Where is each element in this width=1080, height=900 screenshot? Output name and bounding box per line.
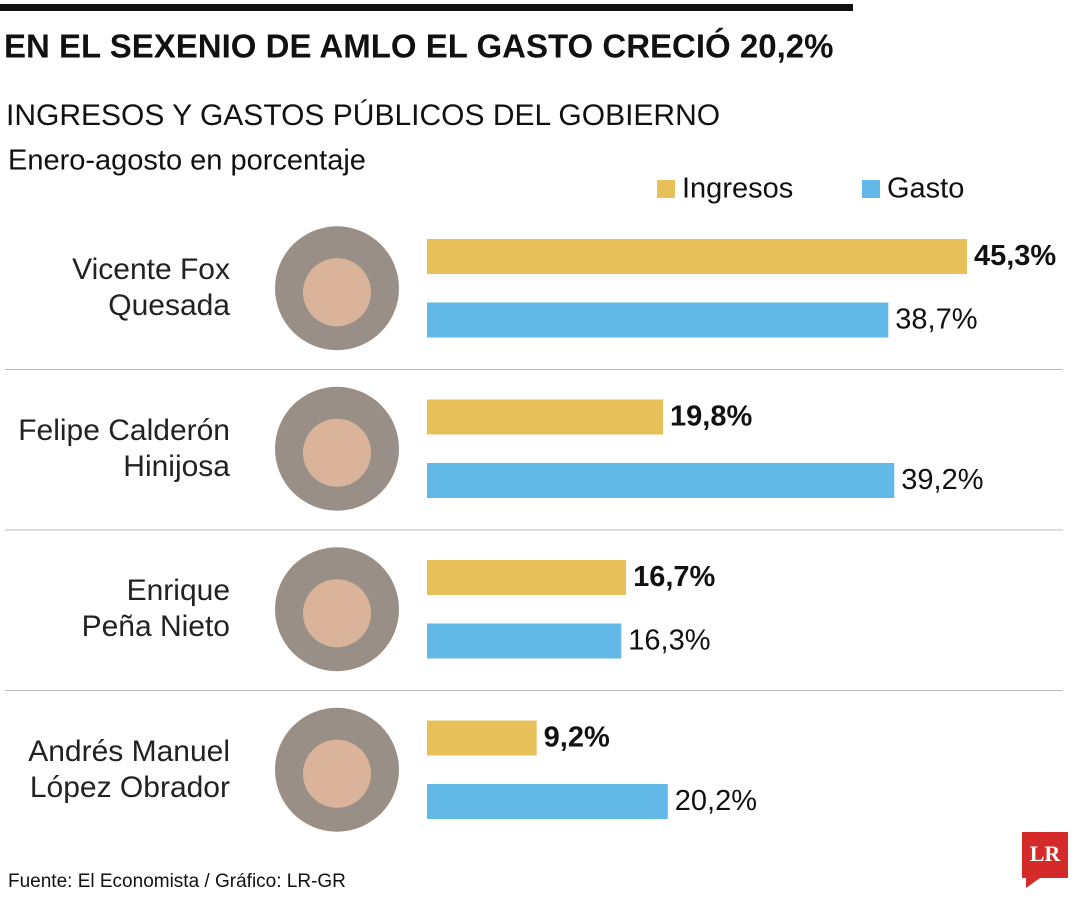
bar xyxy=(427,463,895,498)
logo-badge xyxy=(1022,832,1068,888)
portrait-face xyxy=(303,418,371,487)
value-label: 16,7% xyxy=(633,561,715,593)
bar xyxy=(427,784,668,819)
legend-label: Ingresos xyxy=(682,173,793,205)
category-label: Enrique Peña Nieto xyxy=(81,574,230,644)
source: Fuente: El Economista / Gráfico: LR-GR xyxy=(8,871,346,892)
bar xyxy=(427,560,627,595)
legend-swatch xyxy=(862,180,880,198)
chart-title: EN EL SEXENIO DE AMLO EL GASTO CRECIÓ 20… xyxy=(4,28,833,65)
top-rule xyxy=(0,4,853,11)
portrait-face xyxy=(303,579,371,648)
portrait-face xyxy=(303,258,371,327)
bar xyxy=(427,623,622,659)
value-label: 19,8% xyxy=(670,401,752,433)
value-label: 20,2% xyxy=(675,785,757,817)
value-label: 16,3% xyxy=(628,625,710,657)
value-label: 45,3% xyxy=(974,240,1056,272)
bar xyxy=(427,239,967,274)
portrait-face xyxy=(303,739,371,808)
value-label: 9,2% xyxy=(544,722,610,754)
category-label: Felipe Calderón Hinijosa xyxy=(18,413,230,483)
legend-label: Gasto xyxy=(887,173,964,205)
subtitle: INGRESOS Y GASTOS PÚBLICOS DEL GOBIERNO xyxy=(6,99,720,132)
logo: LR xyxy=(1030,841,1062,866)
value-label: 38,7% xyxy=(895,304,977,336)
category-label: Andrés Manuel López Obrador xyxy=(28,734,230,804)
bar xyxy=(427,399,664,435)
value-label: 39,2% xyxy=(901,464,983,496)
unit-note: Enero-agosto en porcentaje xyxy=(8,145,366,177)
legend-swatch xyxy=(657,180,675,198)
category-label: Vicente Fox Quesada xyxy=(72,253,230,323)
bar xyxy=(427,302,889,338)
bar xyxy=(427,720,537,756)
